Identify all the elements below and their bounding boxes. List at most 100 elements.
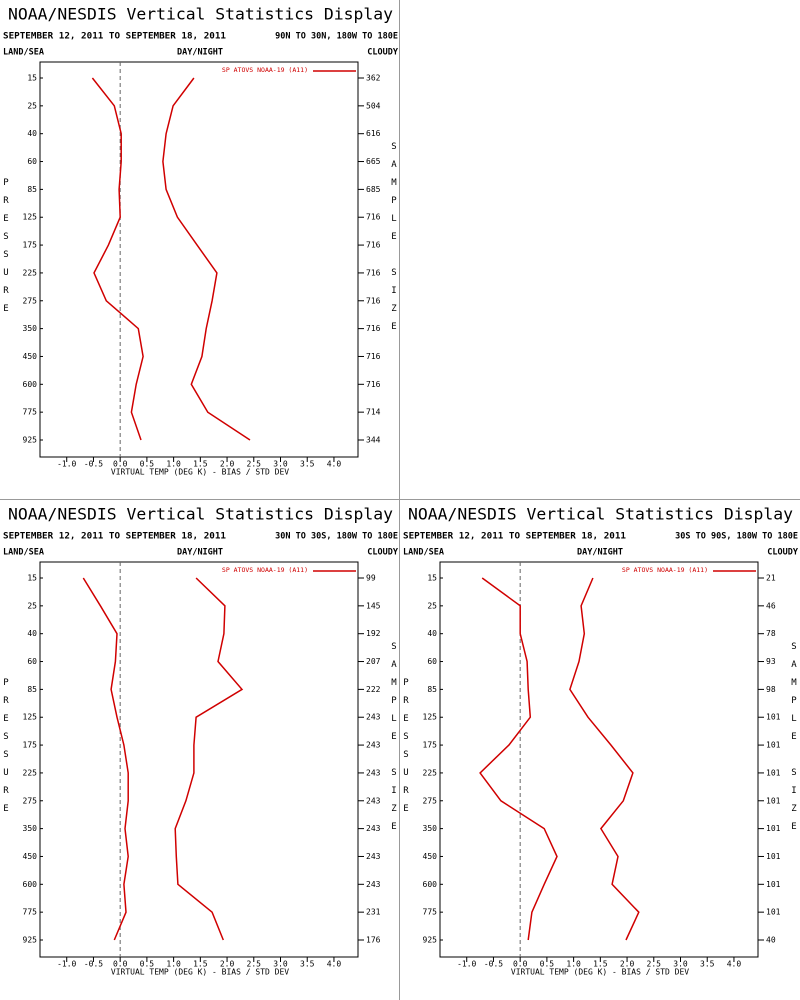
legend-label: SP ATOVS NOAA-19 (A11) <box>222 566 308 574</box>
x-tick-label: 0.0 <box>113 960 128 969</box>
sample-size-label: 716 <box>366 352 381 361</box>
sample-size-label: 21 <box>766 574 776 583</box>
y-tick-label: 600 <box>23 380 38 389</box>
sample-size-label: 716 <box>366 268 381 277</box>
sample-size-label: 101 <box>766 880 781 889</box>
x-tick-label: -0.5 <box>484 960 503 969</box>
sample-size-label: 101 <box>766 796 781 805</box>
y-tick-label: 275 <box>23 796 38 805</box>
x-tick-label: 1.0 <box>166 960 181 969</box>
sample-size-label: 192 <box>366 629 381 638</box>
legend-label: SP ATOVS NOAA-19 (A11) <box>222 66 308 74</box>
day-night-label: DAY/NIGHT <box>577 548 623 558</box>
chart-panel: NOAA/NESDIS Vertical Statistics Display S… <box>403 505 799 977</box>
x-tick-label: 3.0 <box>673 960 688 969</box>
x-tick-label: 2.5 <box>247 960 262 969</box>
x-tick-label: 4.0 <box>327 960 342 969</box>
sample-size-label: 243 <box>366 824 381 833</box>
chart-title: NOAA/NESDIS Vertical Statistics Display <box>8 5 393 24</box>
day-night-label: DAY/NIGHT <box>177 548 223 558</box>
y-tick-label: 925 <box>423 936 438 945</box>
x-tick-label: 3.5 <box>300 960 315 969</box>
x-tick-label: 1.5 <box>193 460 208 469</box>
x-tick-label: 2.0 <box>220 960 235 969</box>
sample-size-label: 243 <box>366 741 381 750</box>
sample-size-label: 101 <box>766 741 781 750</box>
y-tick-label: 175 <box>23 241 38 250</box>
x-tick-label: -1.0 <box>457 960 476 969</box>
y-tick-label: 60 <box>27 157 37 166</box>
x-tick-label: 2.0 <box>220 460 235 469</box>
y-tick-label: 40 <box>427 629 437 638</box>
sample-size-label: 362 <box>366 74 381 83</box>
x-tick-label: -1.0 <box>57 460 76 469</box>
sample-size-label: 98 <box>766 685 776 694</box>
y-tick-label: 225 <box>23 268 38 277</box>
sample-size-label: 145 <box>366 601 381 610</box>
sample-size-label: 99 <box>366 574 376 583</box>
sample-size-label: 231 <box>366 908 381 917</box>
day-night-label: DAY/NIGHT <box>177 48 223 58</box>
x-tick-label: 1.5 <box>593 960 608 969</box>
std-dev-line <box>174 577 244 941</box>
x-tick-label: 1.0 <box>566 960 581 969</box>
x-tick-label: 2.0 <box>620 960 635 969</box>
y-tick-label: 600 <box>23 880 38 889</box>
bias-line <box>479 577 558 941</box>
bias-line <box>91 77 144 441</box>
x-axis-label: VIRTUAL TEMP (DEG K) - BIAS / STD DEV <box>111 968 289 977</box>
region: 30S TO 90S, 180W TO 180E <box>675 532 798 542</box>
region: 90N TO 30N, 180W TO 180E <box>275 32 398 42</box>
x-tick-label: 1.5 <box>193 960 208 969</box>
sample-size-label: 716 <box>366 241 381 250</box>
chart-panel: NOAA/NESDIS Vertical Statistics Display S… <box>3 5 399 477</box>
x-tick-label: 3.0 <box>273 460 288 469</box>
date-range: SEPTEMBER 12, 2011 TO SEPTEMBER 18, 2011 <box>3 32 226 42</box>
sample-size-label: 716 <box>366 324 381 333</box>
y-tick-label: 225 <box>423 768 438 777</box>
y-tick-label: 175 <box>423 741 438 750</box>
x-tick-label: 0.0 <box>113 460 128 469</box>
y-tick-label: 15 <box>27 74 37 83</box>
y-tick-label: 85 <box>27 685 37 694</box>
sample-size-label: 101 <box>766 768 781 777</box>
x-tick-label: 0.0 <box>513 960 528 969</box>
sample-size-label: 716 <box>366 296 381 305</box>
sample-size-label: 78 <box>766 629 776 638</box>
y-tick-label: 925 <box>23 436 38 445</box>
y-tick-label: 775 <box>23 908 38 917</box>
legend-label: SP ATOVS NOAA-19 (A11) <box>622 566 708 574</box>
x-tick-label: -1.0 <box>57 960 76 969</box>
y-tick-label: 25 <box>27 601 37 610</box>
sample-size-label: 716 <box>366 380 381 389</box>
plot-frame <box>39 561 359 958</box>
sample-size-label: 207 <box>366 657 381 666</box>
land-sea-label: LAND/SEA <box>403 548 444 558</box>
x-tick-label: 4.0 <box>327 460 342 469</box>
y-tick-label: 350 <box>23 324 38 333</box>
sample-size-label: 243 <box>366 796 381 805</box>
chart-panel: NOAA/NESDIS Vertical Statistics Display S… <box>3 505 399 977</box>
date-range: SEPTEMBER 12, 2011 TO SEPTEMBER 18, 2011 <box>403 532 626 542</box>
y-tick-label: 60 <box>27 657 37 666</box>
y-tick-label: 350 <box>23 824 38 833</box>
sample-size-label: 101 <box>766 713 781 722</box>
y-tick-label: 125 <box>23 213 38 222</box>
plot-frame <box>439 561 759 958</box>
x-axis-label: VIRTUAL TEMP (DEG K) - BIAS / STD DEV <box>511 968 689 977</box>
x-tick-label: 4.0 <box>727 960 742 969</box>
date-range: SEPTEMBER 12, 2011 TO SEPTEMBER 18, 2011 <box>3 532 226 542</box>
sample-size-label: 616 <box>366 129 381 138</box>
x-tick-label: 0.5 <box>140 960 155 969</box>
y-tick-label: 40 <box>27 629 37 638</box>
y-tick-label: 85 <box>427 685 437 694</box>
x-tick-label: 2.5 <box>647 960 662 969</box>
cloudy-label: CLOUDY <box>367 48 399 58</box>
y-tick-label: 25 <box>427 601 437 610</box>
region: 30N TO 30S, 180W TO 180E <box>275 532 398 542</box>
y-tick-label: 60 <box>427 657 437 666</box>
sample-size-label: 714 <box>366 408 381 417</box>
